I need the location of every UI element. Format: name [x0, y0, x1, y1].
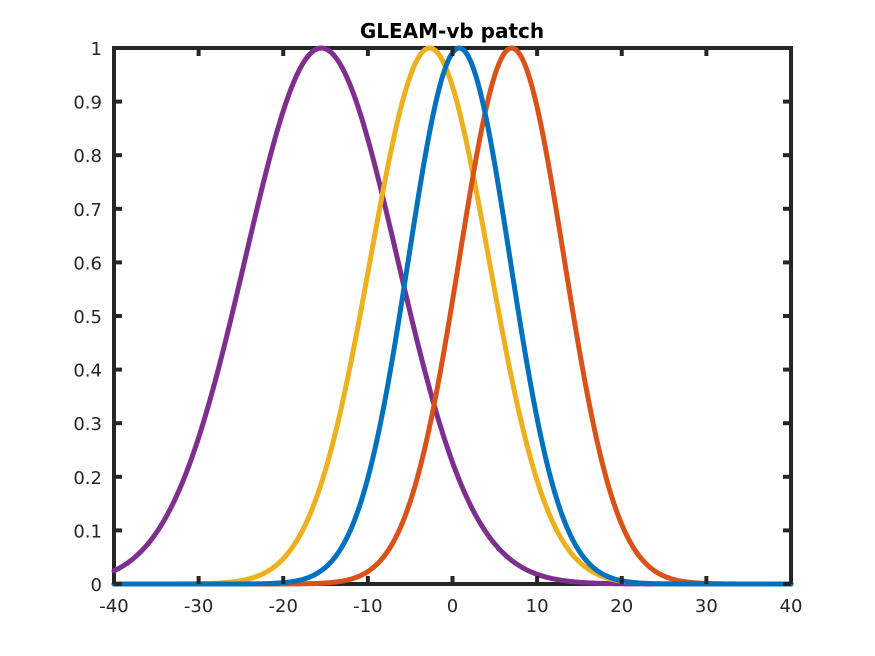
y-tick-label: 0.2	[73, 468, 102, 489]
y-tick-label: 0.5	[73, 307, 102, 328]
y-tick-label: 0	[91, 575, 102, 596]
x-tick-label: -20	[269, 596, 298, 617]
y-tick-label: 0.1	[73, 521, 102, 542]
x-tick-label: 40	[780, 596, 803, 617]
y-tick-label: 1	[91, 39, 102, 60]
x-tick-label: 10	[526, 596, 549, 617]
x-tick-label: -30	[184, 596, 213, 617]
x-tick-label: -40	[99, 596, 128, 617]
y-tick-label: 0.4	[73, 361, 102, 382]
x-tick-label: 30	[695, 596, 718, 617]
x-tick-label: 20	[610, 596, 633, 617]
y-tick-label: 0.9	[73, 93, 102, 114]
y-tick-label: 0.6	[73, 253, 102, 274]
x-tick-label: 0	[447, 596, 458, 617]
x-tick-label: -10	[353, 596, 382, 617]
y-tick-label: 0.7	[73, 200, 102, 221]
chart-title: GLEAM-vb patch	[360, 19, 544, 43]
axes-box	[112, 46, 793, 586]
y-tick-label: 0.3	[73, 414, 102, 435]
y-tick-label: 0.8	[73, 146, 102, 167]
ticks-group	[112, 46, 793, 586]
tick-labels-group: -40 -30 -20 -10 0 10 20 30 40 0 0.1 0.2 0.3 0.4 0.5 0.6…	[73, 39, 802, 617]
